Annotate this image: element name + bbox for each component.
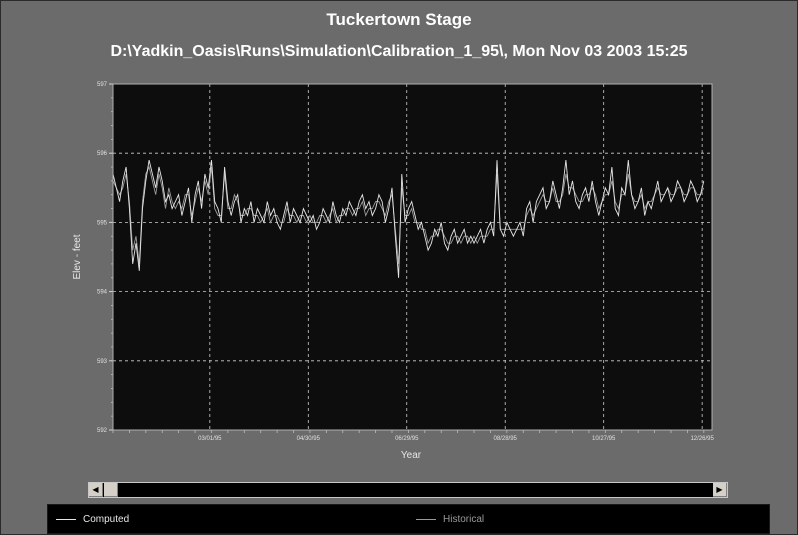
plot-background (113, 84, 712, 430)
y-tick-label: 595 (97, 220, 108, 226)
chart-area: 597 596 595 594 593 592 03/01/95 04/30/95 06/29… (72, 82, 714, 461)
x-tick-label: 06/29/95 (395, 436, 419, 442)
x-axis-label: Year (401, 450, 422, 461)
legend-label-computed: Computed (83, 514, 130, 525)
y-tick-label: 594 (97, 290, 108, 296)
y-axis-label: Elev - feet (72, 234, 83, 279)
series-line-computed (112, 159, 705, 278)
legend-swatch-historical (416, 519, 436, 520)
legend-label-historical: Historical (443, 514, 485, 525)
legend: Computed Historical (47, 504, 770, 534)
grid-lines (113, 84, 712, 430)
chart-subtitle: D:\Yadkin_Oasis\Runs\Simulation\Calibrat… (110, 43, 688, 60)
y-tick-label: 592 (97, 428, 108, 434)
legend-item-historical: Historical (416, 514, 484, 525)
arrow-right-icon[interactable]: ▶ (713, 483, 727, 497)
x-tick-label: 03/01/95 (198, 436, 222, 442)
x-tick-label: 08/28/95 (494, 436, 518, 442)
x-tick-label: 12/26/95 (690, 436, 714, 442)
y-tick-labels: 597 596 595 594 593 592 (97, 82, 113, 434)
y-tick-label: 597 (97, 82, 108, 88)
x-tick-label: 10/27/95 (592, 436, 616, 442)
y-tick-label: 596 (97, 151, 108, 157)
y-tick-label: 593 (97, 359, 108, 365)
series-line-historical (112, 165, 705, 264)
plot-border (112, 83, 713, 431)
series-group (112, 159, 705, 278)
scrollbar-thumb[interactable] (104, 483, 118, 497)
arrow-left-icon[interactable]: ◀ (89, 483, 103, 497)
legend-item-computed: Computed (56, 514, 129, 525)
legend-swatch-computed (56, 519, 76, 520)
horizontal-scrollbar[interactable]: ◀ ▶ (88, 482, 728, 498)
x-tick-label: 04/30/95 (297, 436, 321, 442)
chart-title: Tuckertown Stage (326, 10, 472, 29)
x-tick-labels: 03/01/95 04/30/95 06/29/95 08/28/95 10/27/95… (198, 436, 714, 442)
